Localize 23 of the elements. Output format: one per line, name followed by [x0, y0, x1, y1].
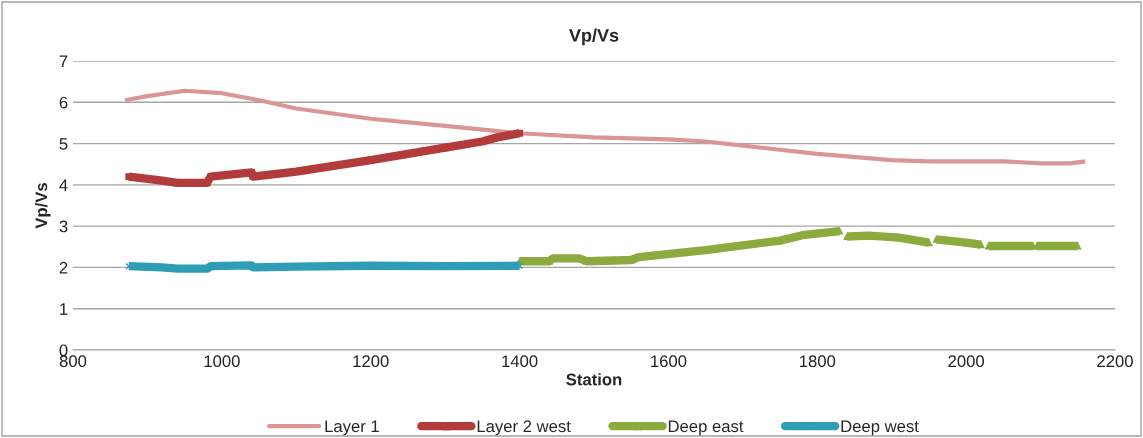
x-tick-label: 1000: [204, 355, 240, 368]
y-tick-label: 0: [59, 344, 68, 357]
x-tick-label: 1600: [651, 355, 687, 368]
chart-title: Vp/Vs: [569, 28, 619, 46]
y-tick-label: 5: [59, 138, 68, 150]
y-tick-label: 3: [59, 220, 68, 233]
x-tick-label: 1800: [800, 355, 836, 368]
x-tick-label: 2200: [1097, 355, 1133, 368]
y-tick-label: 7: [59, 55, 68, 68]
y-tick-label: 4: [59, 179, 68, 191]
y-axis-title: Vp/Vs: [35, 183, 51, 229]
y-tick-label: 1: [60, 303, 68, 315]
x-axis-title: Station: [566, 373, 622, 386]
x-tick-label: 1200: [353, 355, 389, 368]
x-tick-label: 1400: [502, 355, 538, 368]
legend-label: Layer 2 west: [477, 420, 571, 436]
x-tick-label: 800: [59, 355, 87, 368]
legend-label: Deep east: [668, 420, 744, 436]
y-tick-label: 2: [59, 261, 68, 274]
x-tick-label: 2000: [948, 355, 985, 368]
y-tick-label: 6: [59, 96, 68, 109]
legend-label: Layer 1: [325, 420, 379, 436]
legend-label: Deep west: [841, 420, 919, 436]
